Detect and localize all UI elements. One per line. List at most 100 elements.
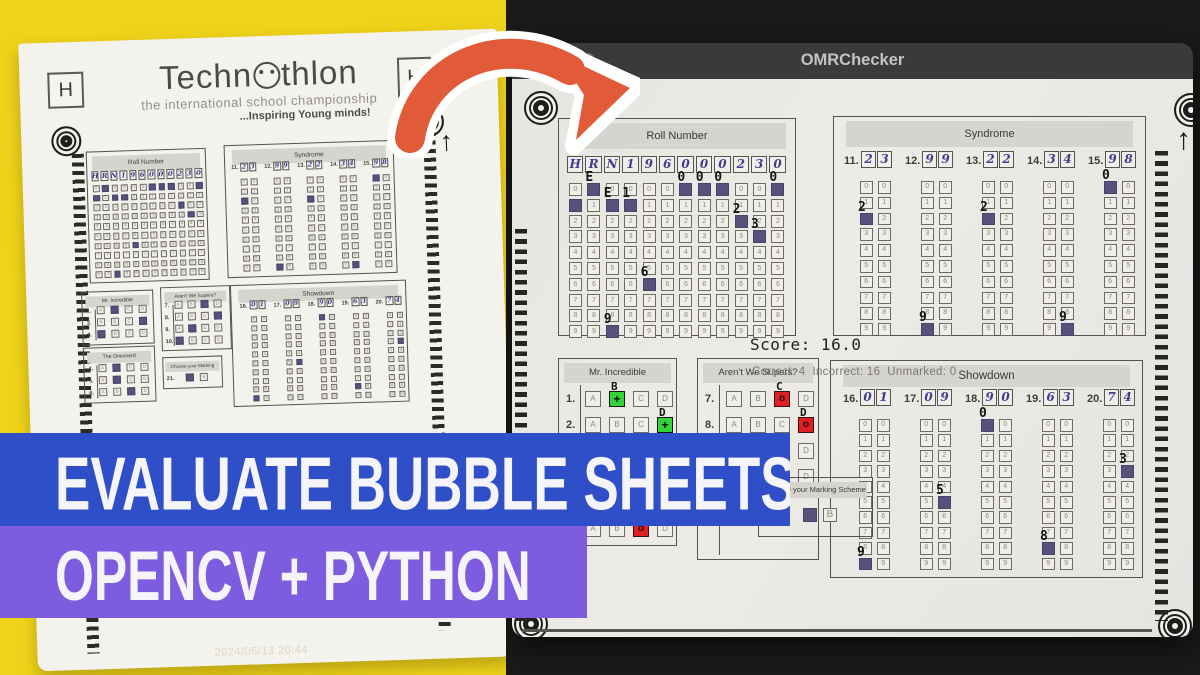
bubble: 2	[1000, 212, 1013, 226]
bubble-fill	[185, 373, 194, 382]
photo-edge	[522, 629, 1152, 632]
bubble: 0	[111, 184, 119, 192]
bubble: 8	[716, 309, 730, 323]
bubble: 2	[679, 214, 693, 228]
bubble: 0	[250, 178, 258, 185]
bubble: 3	[1122, 228, 1135, 241]
bubble: 3	[939, 228, 952, 241]
bubble: 5	[252, 226, 259, 233]
bubble: 2	[661, 214, 674, 228]
bubble: 6	[364, 365, 371, 372]
bubble: 0	[386, 312, 394, 319]
bubble: 8	[679, 309, 693, 323]
bubble-fill	[307, 195, 314, 203]
bubble: 8	[198, 258, 206, 266]
bubble: 6	[859, 511, 872, 524]
bubble-fill	[253, 395, 260, 402]
bubble: 2	[317, 195, 324, 203]
bubble: 1	[981, 434, 994, 447]
bubble: 3	[284, 205, 292, 213]
bubble: 8	[374, 251, 382, 258]
bubble: 4	[877, 480, 890, 494]
bubble-fill	[112, 375, 121, 384]
bubble: 6	[150, 240, 158, 248]
handwritten-char: 0	[148, 169, 155, 179]
question-number: 14.	[1027, 155, 1043, 167]
bubble: 0	[260, 315, 268, 323]
bubble: 4	[169, 221, 176, 228]
bubble: 9	[355, 392, 362, 399]
bubble: 6	[624, 277, 638, 291]
handwritten-char: R	[101, 170, 108, 181]
bubble: 9	[771, 325, 785, 339]
bubble: 9	[734, 325, 748, 339]
bubble-fill	[112, 363, 121, 372]
handwritten-cell	[1121, 151, 1136, 168]
bubble: 0	[753, 183, 766, 196]
bubble: 3	[140, 212, 148, 220]
bubble: 6	[341, 232, 349, 240]
bubble: 9	[365, 391, 372, 399]
bubble: D	[140, 362, 149, 371]
bubble: 6	[921, 275, 934, 289]
bubble: 4	[1000, 244, 1013, 257]
bubble: D	[213, 299, 222, 308]
bubble: 0	[1043, 181, 1056, 194]
bubble: 5	[1060, 496, 1073, 509]
bubble: 9	[753, 325, 766, 339]
bubble: 4	[734, 246, 748, 260]
bubble: 8	[243, 255, 250, 263]
bubble: 6	[661, 277, 674, 291]
handwritten-char: 0	[167, 168, 173, 179]
bubble: 5	[330, 357, 337, 365]
bubble-incorrect: o	[774, 391, 790, 407]
bubble: 8	[1000, 307, 1013, 320]
bubble: 6	[753, 277, 766, 291]
bubble: 7	[160, 250, 168, 257]
bubble: 8	[569, 309, 582, 323]
bubble: 6	[197, 239, 205, 247]
bubble: 1	[382, 183, 390, 191]
bubble: 7	[296, 376, 304, 383]
bubble-fill	[188, 324, 196, 332]
handwritten-cell	[585, 156, 602, 173]
bubble: 5	[1042, 496, 1055, 509]
handwritten-char: N	[110, 170, 118, 180]
bubble: 1	[1000, 196, 1013, 210]
handwritten-char: 1	[626, 157, 635, 171]
bubble: 7	[587, 293, 601, 307]
bubble: 2	[999, 449, 1012, 463]
handwritten-char: N	[606, 157, 618, 171]
bubble: 3	[605, 230, 619, 244]
bubble: 5	[1121, 496, 1134, 509]
bubble: 8	[179, 259, 187, 266]
detected-digit: 1	[622, 185, 631, 201]
bubble: 6	[188, 239, 196, 247]
bubble: 1	[397, 320, 404, 327]
bubble: 9	[860, 323, 873, 336]
bubble: 4	[878, 244, 891, 257]
bubble: 5	[1061, 260, 1074, 273]
bubble: 6	[1060, 511, 1073, 524]
bubble: 6	[160, 240, 168, 248]
bubble: 4	[340, 213, 348, 221]
bubble: 4	[383, 212, 391, 220]
handwritten-cell	[677, 156, 694, 173]
handwritten-char: H	[569, 157, 581, 171]
question-number: 19.	[1026, 393, 1042, 405]
handwritten-char: R	[588, 157, 599, 171]
bubble: 3	[261, 342, 268, 349]
bubble: 7	[320, 375, 328, 382]
bubble: 9	[877, 557, 890, 571]
bubble: 8	[1043, 307, 1056, 320]
bubble: A	[726, 391, 742, 407]
bubble: 5	[697, 262, 711, 275]
bubble: 4	[197, 220, 204, 228]
handwritten-char: 7	[1107, 390, 1116, 404]
bubble: 5	[122, 232, 130, 239]
bubble: 7	[364, 374, 372, 381]
bubble: 9	[243, 264, 251, 272]
bubble: 6	[122, 241, 130, 249]
bubble: 1	[877, 434, 890, 447]
bubble: 5	[113, 232, 120, 240]
